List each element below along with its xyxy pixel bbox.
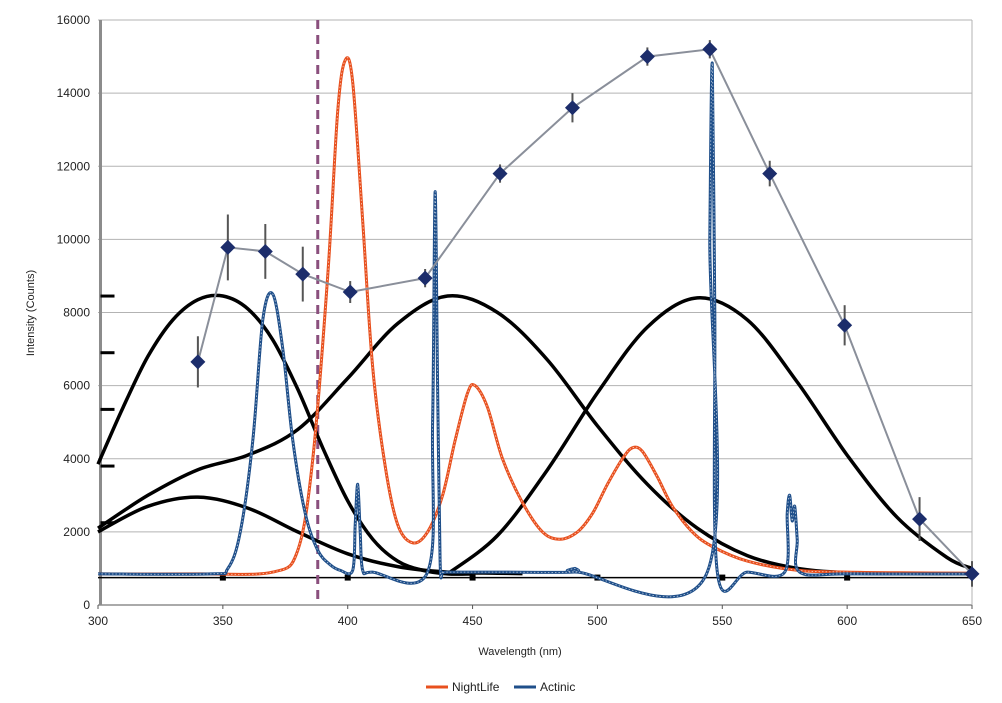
grid-lines (98, 19, 973, 606)
series-lines (97, 56, 973, 599)
data-point-3 (295, 266, 311, 282)
points-connector-line (196, 48, 973, 575)
data-point-6 (492, 166, 508, 182)
x-tick-550: 550 (712, 614, 732, 628)
data-point-10 (762, 166, 778, 182)
data-point-13 (964, 566, 980, 582)
y-tick-14000: 14000 (57, 86, 91, 100)
y-tick-8000: 8000 (63, 306, 90, 320)
series-line-texture-actinic (97, 62, 973, 598)
y-tick-0: 0 (83, 598, 90, 612)
data-point-9 (702, 41, 718, 57)
y-tick-16000: 16000 (57, 13, 91, 27)
data-point-5 (417, 270, 433, 286)
y-axis-title: Intensity (Counts) (25, 270, 37, 356)
baseline-dot-550 (719, 574, 726, 581)
data-point-1 (220, 239, 236, 255)
y-tick-10000: 10000 (57, 232, 91, 246)
legend-label-nightlife: NightLife (452, 680, 500, 694)
y-tick-2000: 2000 (63, 525, 90, 539)
data-point-2 (257, 243, 273, 259)
y-tick-4000: 4000 (63, 452, 90, 466)
response-curve-4 (446, 296, 973, 576)
measured-points (190, 40, 980, 587)
x-axis-title: Wavelength (nm) (478, 646, 561, 658)
data-point-4 (342, 284, 358, 300)
legend-label-actinic: Actinic (540, 680, 575, 694)
baseline-dot-350 (219, 574, 226, 581)
x-tick-600: 600 (837, 614, 857, 628)
baseline-dot-450 (469, 574, 476, 581)
data-point-11 (837, 317, 853, 333)
x-tick-650: 650 (962, 614, 982, 628)
x-tick-450: 450 (463, 614, 483, 628)
baseline-dot-400 (344, 574, 351, 581)
y-tick-12000: 12000 (57, 159, 91, 173)
x-tick-400: 400 (338, 614, 358, 628)
x-tick-labels: 300 350 400 450 500 550 600 650 (88, 605, 982, 628)
x-tick-350: 350 (213, 614, 233, 628)
y-tick-labels: 0 2000 4000 6000 8000 10000 12000 14000 16000 (57, 13, 91, 612)
x-tick-500: 500 (587, 614, 607, 628)
series-line-texture-nightlife (97, 57, 973, 575)
data-point-7 (564, 100, 580, 116)
data-point-8 (639, 49, 655, 65)
baseline-dot-600 (844, 574, 851, 581)
data-point-12 (912, 511, 928, 527)
data-point-0 (190, 354, 206, 370)
x-tick-300: 300 (88, 614, 108, 628)
legend: NightLife Actinic (426, 680, 575, 694)
y-tick-6000: 6000 (63, 379, 90, 393)
